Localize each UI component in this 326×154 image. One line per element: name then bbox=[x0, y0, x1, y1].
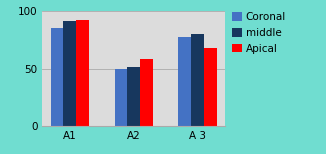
Legend: Coronal, middle, Apical: Coronal, middle, Apical bbox=[230, 10, 288, 56]
Bar bbox=[76, 20, 89, 126]
Bar bbox=[191, 34, 204, 126]
Bar bbox=[64, 21, 76, 126]
Bar bbox=[140, 59, 153, 126]
Bar bbox=[51, 28, 64, 126]
Bar bbox=[178, 37, 191, 126]
Bar bbox=[204, 48, 217, 126]
Bar bbox=[114, 69, 127, 126]
Bar bbox=[127, 67, 140, 126]
